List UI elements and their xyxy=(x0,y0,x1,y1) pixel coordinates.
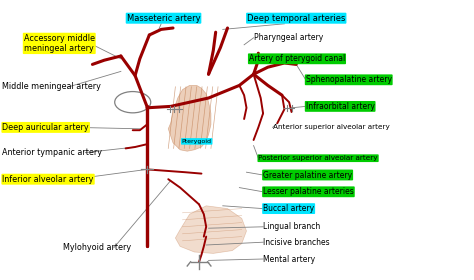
Text: Infraorbital artery: Infraorbital artery xyxy=(306,102,374,111)
Text: Artery of pterygoid canal: Artery of pterygoid canal xyxy=(249,54,345,63)
Text: Lesser palatine arteries: Lesser palatine arteries xyxy=(263,187,354,196)
Text: Deep auricular artery: Deep auricular artery xyxy=(2,123,89,132)
Text: Middle meningeal artery: Middle meningeal artery xyxy=(2,82,101,91)
Text: Anterior tympanic artery: Anterior tympanic artery xyxy=(2,148,102,157)
Text: Buccal artery: Buccal artery xyxy=(263,204,314,213)
Text: Masseteric artery: Masseteric artery xyxy=(127,14,201,23)
Text: Pharyngeal artery: Pharyngeal artery xyxy=(254,33,323,42)
Text: Sphenopalatine artery: Sphenopalatine artery xyxy=(306,75,392,84)
Text: Greater palatine artery: Greater palatine artery xyxy=(263,171,352,179)
Text: Deep temporal arteries: Deep temporal arteries xyxy=(247,14,346,23)
Text: Anterior superior alveolar artery: Anterior superior alveolar artery xyxy=(273,124,389,130)
Text: Pterygoid: Pterygoid xyxy=(182,139,212,144)
Polygon shape xyxy=(175,206,246,253)
Text: Posterior superior alveolar artery: Posterior superior alveolar artery xyxy=(258,155,378,161)
Text: Accessory middle
meningeal artery: Accessory middle meningeal artery xyxy=(24,34,95,53)
Text: Inferior alveolar artery: Inferior alveolar artery xyxy=(2,175,94,184)
Polygon shape xyxy=(168,85,211,151)
Text: Lingual branch: Lingual branch xyxy=(263,222,320,231)
Text: Mental artery: Mental artery xyxy=(263,255,315,263)
Text: Incisive branches: Incisive branches xyxy=(263,238,330,247)
Text: Mylohyoid artery: Mylohyoid artery xyxy=(63,243,131,252)
